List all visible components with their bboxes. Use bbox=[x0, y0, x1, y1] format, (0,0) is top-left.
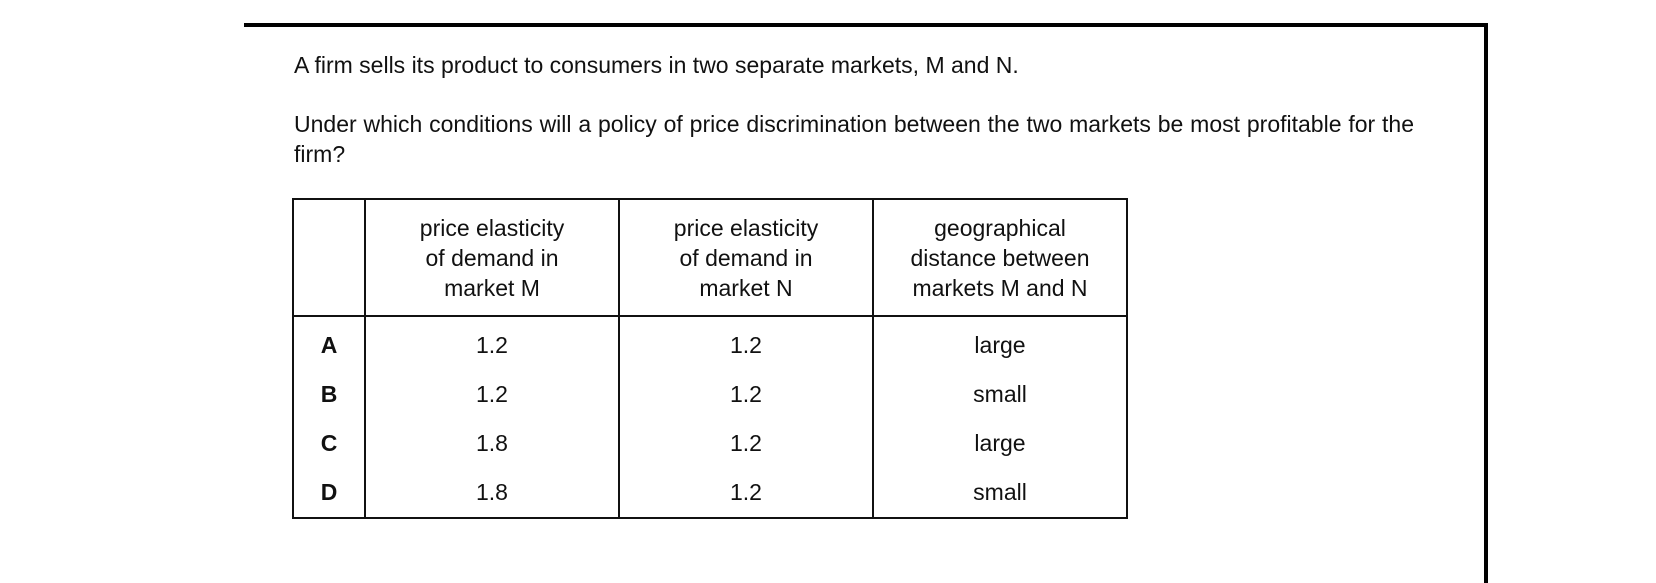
table-row: B 1.2 1.2 small bbox=[292, 370, 1128, 419]
header-line: market M bbox=[444, 274, 540, 301]
header-elasticity-n: price elasticity of demand in market N bbox=[618, 198, 874, 317]
option-key: B bbox=[292, 370, 366, 419]
elasticity-m-value: 1.8 bbox=[364, 419, 620, 468]
table-header-row: price elasticity of demand in market M p… bbox=[292, 198, 1128, 317]
distance-value: small bbox=[872, 468, 1128, 519]
header-line: geographical bbox=[934, 214, 1066, 241]
distance-value: large bbox=[872, 316, 1128, 370]
distance-value: small bbox=[872, 370, 1128, 419]
elasticity-n-value: 1.2 bbox=[618, 419, 874, 468]
elasticity-n-value: 1.2 bbox=[618, 316, 874, 370]
table-row: A 1.2 1.2 large bbox=[292, 316, 1128, 370]
options-table: price elasticity of demand in market M p… bbox=[292, 198, 1128, 519]
header-distance: geographical distance between markets M … bbox=[872, 198, 1128, 317]
option-key: D bbox=[292, 468, 366, 519]
page-frame bbox=[244, 23, 1488, 583]
header-elasticity-m: price elasticity of demand in market M bbox=[364, 198, 620, 317]
table-row: C 1.8 1.2 large bbox=[292, 419, 1128, 468]
header-line: markets M and N bbox=[912, 274, 1088, 301]
header-line: market N bbox=[699, 274, 793, 301]
question-intro: A firm sells its product to consumers in… bbox=[294, 52, 1019, 78]
header-line: price elasticity bbox=[673, 214, 819, 241]
header-line: distance between bbox=[910, 244, 1090, 271]
header-line: of demand in bbox=[679, 244, 813, 271]
distance-value: large bbox=[872, 419, 1128, 468]
header-line: of demand in bbox=[425, 244, 559, 271]
question-prompt: Under which conditions will a policy of … bbox=[294, 111, 1414, 167]
header-key bbox=[292, 198, 366, 317]
option-key: A bbox=[292, 316, 366, 370]
elasticity-m-value: 1.2 bbox=[364, 316, 620, 370]
header-line: price elasticity bbox=[419, 214, 565, 241]
option-key: C bbox=[292, 419, 366, 468]
elasticity-n-value: 1.2 bbox=[618, 370, 874, 419]
elasticity-n-value: 1.2 bbox=[618, 468, 874, 519]
elasticity-m-value: 1.8 bbox=[364, 468, 620, 519]
elasticity-m-value: 1.2 bbox=[364, 370, 620, 419]
table-row: D 1.8 1.2 small bbox=[292, 468, 1128, 519]
